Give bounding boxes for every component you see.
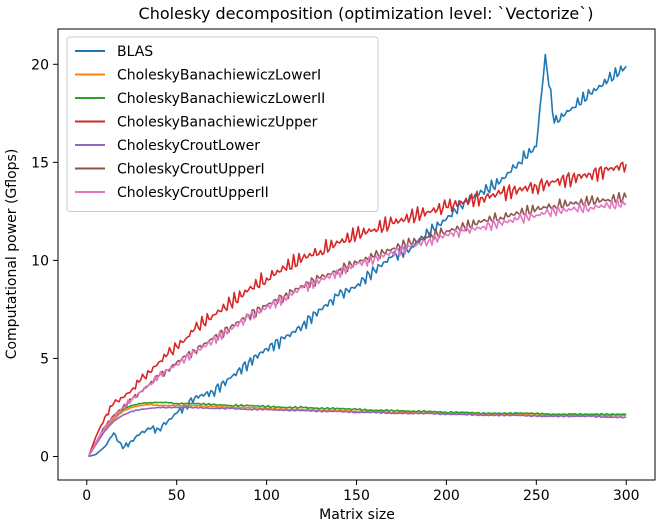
series-line-blas [88,53,627,458]
x-tick-label: 200 [433,488,460,504]
legend-label: CholeskyBanachiewiczLowerII [117,91,325,107]
chart-title: Cholesky decomposition (optimization lev… [139,4,594,23]
y-tick-label: 0 [40,449,49,465]
legend-label: CholeskyCroutUpperII [117,185,269,201]
y-tick-label: 5 [40,351,49,367]
series-line-choleskycroutlower [87,406,627,457]
y-axis-label: Computational power (Gflops) [4,149,20,360]
series-line-choleskybanachiewiczlowerii [87,401,627,457]
y-tick-label: 15 [31,155,49,171]
legend-label: BLAS [117,44,153,60]
x-tick-label: 0 [82,488,91,504]
series-line-choleskybanachiewiczupper [87,161,627,457]
legend-box [66,36,379,212]
x-axis: 0 50 100 150 200 250 300 [82,480,640,504]
series-line-choleskycroutupperii [87,198,627,457]
legend-label: CholeskyCroutLower [117,138,260,154]
series-lines [87,53,627,458]
legend-label: CholeskyBanachiewiczLowerI [117,68,321,84]
x-tick-label: 250 [523,488,550,504]
x-tick-label: 50 [168,488,186,504]
x-tick-label: 100 [253,488,280,504]
x-tick-label: 300 [613,488,640,504]
x-axis-label: Matrix size [319,507,395,523]
legend-label: CholeskyCroutUpperI [117,162,265,178]
x-tick-label: 150 [343,488,370,504]
legend: BLAS CholeskyBanachiewiczLowerI CholeskyBa… [66,36,379,212]
y-axis: 0 5 10 15 20 [31,57,58,465]
y-tick-label: 20 [31,57,49,73]
legend-label: CholeskyBanachiewiczUpper [117,115,318,131]
y-tick-label: 10 [31,253,49,269]
